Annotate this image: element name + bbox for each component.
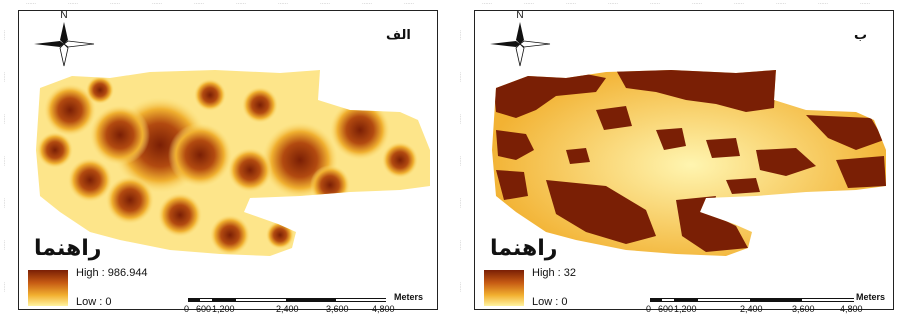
coordinate-tick: ⋯⋯ [110,1,120,7]
coordinate-tick: ⋯⋯ [482,1,492,7]
coordinate-tick: ⋯⋯ [818,1,828,7]
north-arrow-icon: N [34,10,95,67]
legend-title: راهنما [490,236,558,261]
legend-low-label: Low : 0 [76,296,112,308]
coordinate-tick: ⋯⋯ [68,1,78,7]
coordinate-tick: ⋯⋯ [152,1,162,7]
legend-color-ramp [28,270,68,306]
coordinate-tick: ⋯⋯ [362,1,372,7]
scale-label: 600 [196,304,212,314]
top-coordinate-ticks: ⋯⋯ ⋯⋯ ⋯⋯ ⋯⋯ ⋯⋯ ⋯⋯ ⋯⋯ ⋯⋯ ⋯⋯ ⋯⋯ [18,0,438,10]
scale-label: 1,200 [674,304,697,314]
scale-label: 600 [658,304,674,314]
coordinate-tick: ⋯⋯ [278,1,288,7]
scale-units: Meters [394,292,424,302]
scale-label: 3,600 [326,304,349,314]
dark-patches-right [492,70,886,252]
coordinate-tick: ⋯⋯ [404,1,414,7]
scale-label: 3,600 [792,304,815,314]
panel-letter: الف [386,28,411,43]
scale-label: 2,400 [276,304,299,314]
top-coordinate-ticks: ⋯⋯ ⋯⋯ ⋯⋯ ⋯⋯ ⋯⋯ ⋯⋯ ⋯⋯ ⋯⋯ ⋯⋯ ⋯⋯ [474,0,894,10]
panel-letter: ب [854,28,868,43]
coordinate-tick: ⋯⋯ [236,1,246,7]
legend-title: راهنما [34,236,102,261]
legend-color-ramp [484,270,524,306]
scale-label: 0 [184,304,190,314]
coordinate-tick: ⋯⋯ [860,1,870,7]
scale-label: 4,800 [840,304,863,314]
legend-high-label: High : 986.944 [76,267,148,279]
coordinate-tick: ⋯⋯ [194,1,204,7]
coordinate-tick: ⋯⋯ [524,1,534,7]
map-raster-right: N [490,10,886,256]
map-raster-left: N [34,10,430,256]
coordinate-tick: ⋯⋯ [26,1,36,7]
coordinate-tick: ⋯⋯ [650,1,660,7]
scale-label: 2,400 [740,304,763,314]
coordinate-tick: ⋯⋯ [320,1,330,7]
scale-label: 0 [646,304,652,314]
hotspots-left [37,76,418,255]
scale-label: 1,200 [212,304,235,314]
coordinate-tick: ⋯⋯ [566,1,576,7]
scale-units: Meters [856,292,886,302]
legend-low-label: Low : 0 [532,296,568,308]
coordinate-tick: ⋯⋯ [692,1,702,7]
map-panel-right: ⋯⋯ ⋯⋯ ⋯⋯ ⋯⋯ ⋯⋯ ⋯⋯ ⋯⋯ ⋯⋯ ⋯⋯ ⋯⋯ ⋯⋯ ⋯⋯ ⋯⋯ ⋯⋯ ⋯⋯ ⋯⋯ ⋯⋯ [456,0,902,320]
svg-text:N: N [516,10,523,21]
svg-text:N: N [60,10,67,21]
coordinate-tick: ⋯⋯ [608,1,618,7]
coordinate-tick: ⋯⋯ [776,1,786,7]
north-arrow-icon: N [490,10,551,67]
legend-high-label: High : 32 [532,267,577,279]
coordinate-tick: ⋯⋯ [734,1,744,7]
map-panel-left: ⋯⋯ ⋯⋯ ⋯⋯ ⋯⋯ ⋯⋯ ⋯⋯ ⋯⋯ ⋯⋯ ⋯⋯ ⋯⋯ ⋯⋯ ⋯⋯ ⋯⋯ ⋯⋯ ⋯⋯ ⋯⋯ ⋯⋯ [0,0,446,320]
scale-label: 4,800 [372,304,395,314]
